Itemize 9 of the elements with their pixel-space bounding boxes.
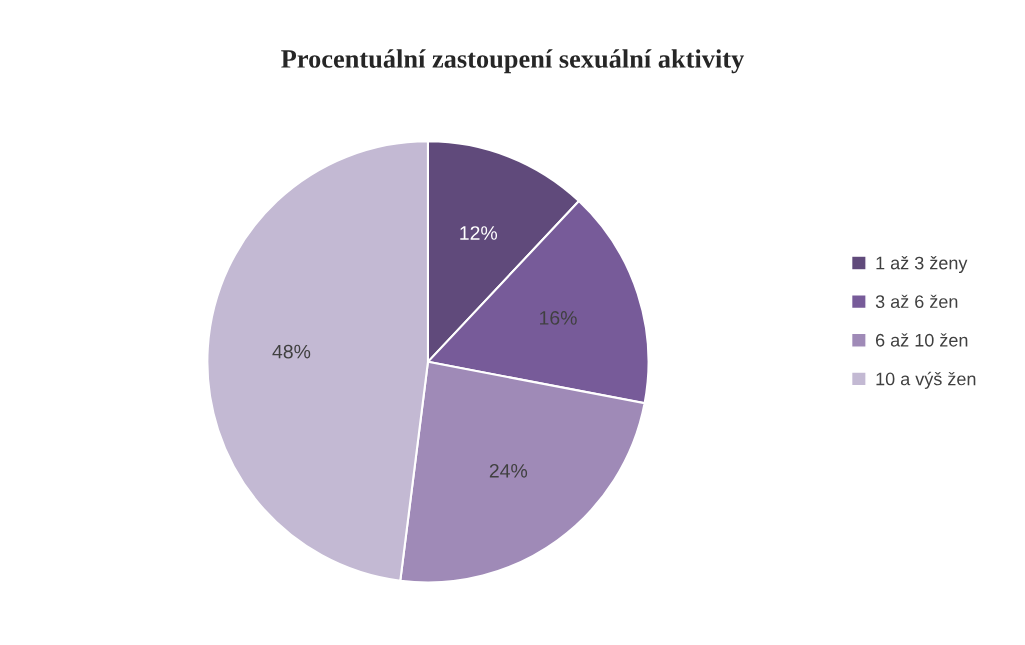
legend-label: 1 až 3 ženy [876, 256, 968, 274]
legend-label: 6 až 10 žen [876, 333, 968, 347]
data-label: 24% [489, 463, 528, 478]
data-label: 16% [540, 311, 577, 325]
chart-title: Procentuální zastoupení sexuální aktivity [281, 49, 745, 74]
data-label: 48% [272, 344, 311, 359]
legend-label: 3 až 6 žen [875, 294, 958, 309]
data-label: 12% [460, 226, 498, 240]
legend-label: 10 a výš žen [876, 371, 976, 389]
